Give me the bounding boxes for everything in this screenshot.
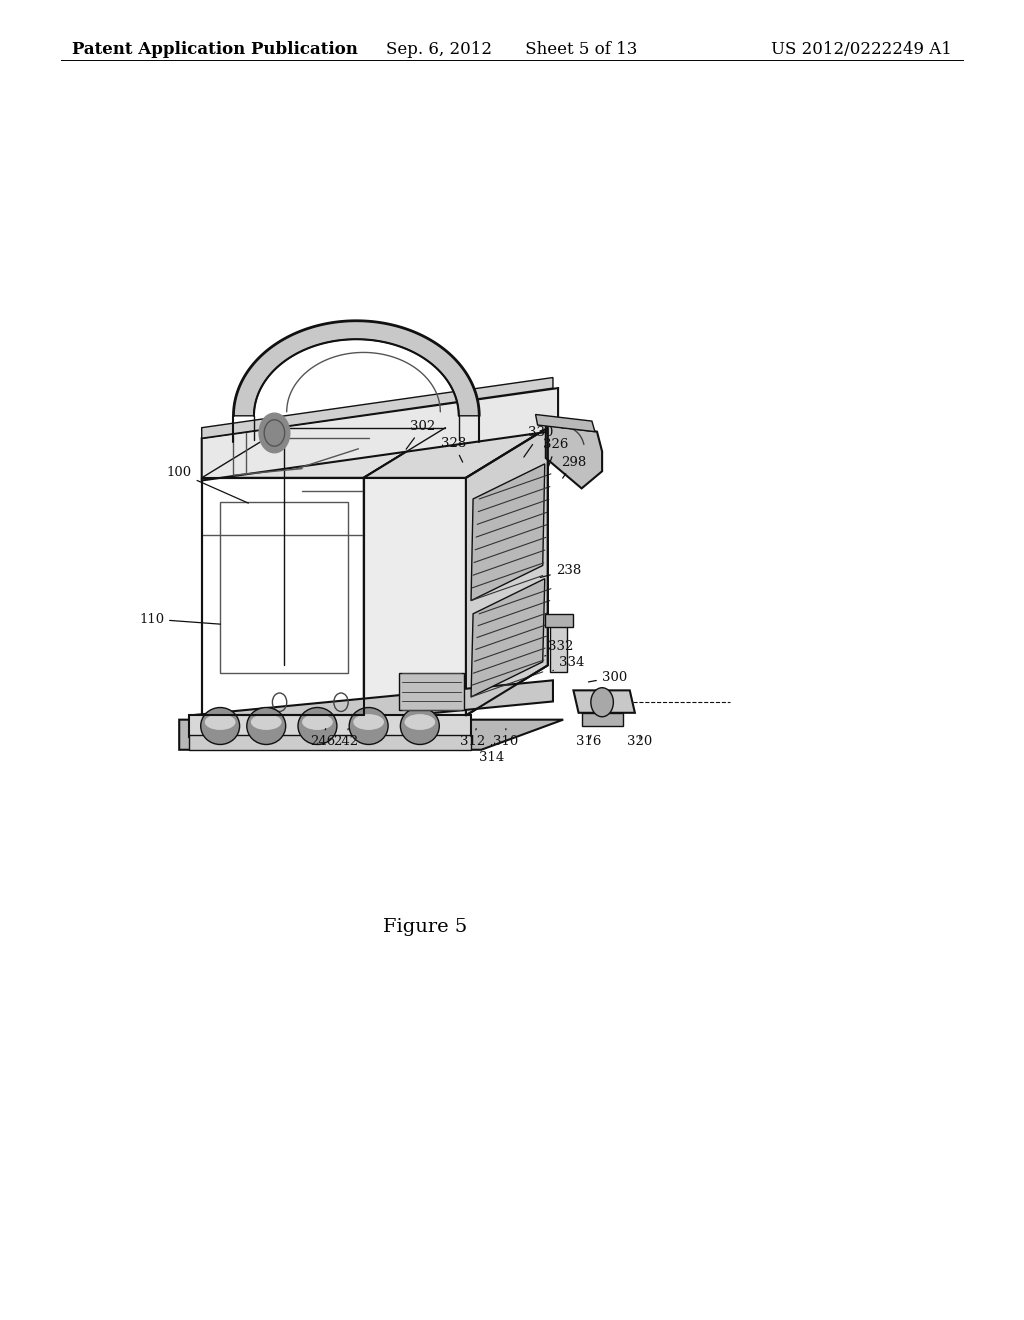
Text: Figure 5: Figure 5 — [383, 917, 467, 936]
Polygon shape — [189, 715, 471, 737]
Text: 316: 316 — [577, 735, 601, 748]
Text: 302: 302 — [407, 420, 435, 449]
Polygon shape — [364, 428, 548, 478]
Text: 314: 314 — [479, 744, 504, 764]
Ellipse shape — [400, 708, 439, 744]
Text: 300: 300 — [589, 671, 627, 684]
Polygon shape — [189, 680, 553, 737]
Polygon shape — [536, 414, 595, 432]
Text: 312: 312 — [461, 729, 485, 748]
Polygon shape — [399, 673, 464, 710]
Text: 246: 246 — [310, 729, 335, 748]
Polygon shape — [189, 735, 471, 750]
Text: US 2012/0222249 A1: US 2012/0222249 A1 — [771, 41, 952, 58]
Ellipse shape — [205, 714, 236, 730]
Polygon shape — [364, 428, 445, 715]
Text: Sep. 6, 2012  Sheet 5 of 13: Sep. 6, 2012 Sheet 5 of 13 — [386, 41, 638, 58]
Polygon shape — [233, 321, 479, 416]
Text: Patent Application Publication: Patent Application Publication — [72, 41, 357, 58]
Ellipse shape — [349, 708, 388, 744]
Polygon shape — [202, 388, 558, 480]
Ellipse shape — [302, 714, 333, 730]
Polygon shape — [582, 713, 623, 726]
Text: 326: 326 — [544, 438, 568, 466]
Polygon shape — [550, 623, 567, 672]
Ellipse shape — [404, 714, 435, 730]
Polygon shape — [471, 463, 545, 601]
Text: 298: 298 — [561, 455, 586, 478]
Text: 100: 100 — [167, 466, 249, 503]
Polygon shape — [202, 478, 364, 715]
Text: 320: 320 — [628, 735, 652, 748]
Polygon shape — [364, 478, 466, 715]
Polygon shape — [466, 428, 548, 715]
Text: 330: 330 — [524, 426, 553, 457]
Text: 334: 334 — [553, 656, 584, 671]
Polygon shape — [573, 690, 635, 713]
Text: 332: 332 — [545, 640, 573, 656]
Polygon shape — [202, 378, 553, 438]
Ellipse shape — [247, 708, 286, 744]
Polygon shape — [546, 425, 602, 488]
Ellipse shape — [591, 688, 613, 717]
Text: 242: 242 — [334, 729, 358, 748]
Circle shape — [259, 413, 290, 453]
Polygon shape — [545, 614, 573, 627]
Polygon shape — [471, 578, 545, 697]
Ellipse shape — [251, 714, 282, 730]
Ellipse shape — [353, 714, 384, 730]
Polygon shape — [220, 502, 348, 673]
Ellipse shape — [201, 708, 240, 744]
Text: 328: 328 — [441, 437, 466, 462]
Text: 110: 110 — [139, 612, 220, 626]
Polygon shape — [202, 428, 445, 478]
Ellipse shape — [298, 708, 337, 744]
Text: 310: 310 — [494, 729, 518, 748]
Polygon shape — [179, 719, 563, 750]
Text: 238: 238 — [541, 564, 581, 577]
